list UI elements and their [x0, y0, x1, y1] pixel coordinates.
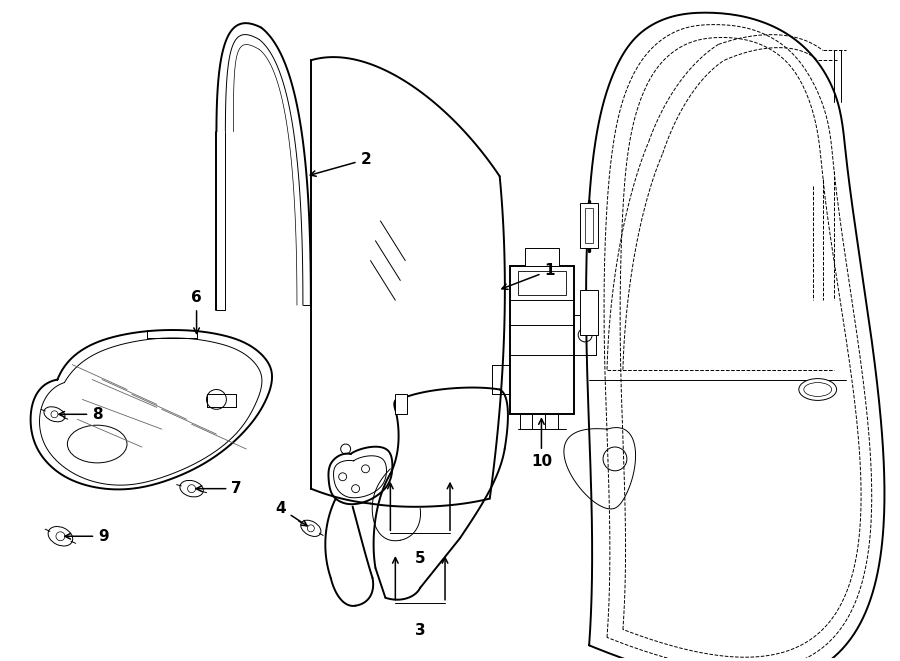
Bar — [585, 208, 593, 243]
Bar — [509, 266, 574, 414]
Ellipse shape — [799, 379, 837, 401]
Bar — [518, 270, 566, 295]
Ellipse shape — [804, 383, 832, 397]
Ellipse shape — [68, 425, 127, 463]
Text: 2: 2 — [310, 152, 372, 176]
Text: 10: 10 — [531, 419, 552, 469]
Ellipse shape — [48, 527, 73, 546]
Text: 4: 4 — [275, 501, 307, 526]
Ellipse shape — [301, 520, 321, 537]
Text: 8: 8 — [58, 407, 103, 422]
Text: 6: 6 — [191, 290, 202, 333]
Bar — [395, 395, 408, 414]
Text: 1: 1 — [502, 263, 555, 290]
Text: 9: 9 — [65, 529, 109, 544]
Ellipse shape — [180, 481, 203, 497]
Ellipse shape — [44, 407, 65, 422]
Text: 7: 7 — [196, 481, 242, 496]
Bar — [580, 203, 598, 248]
Text: 5: 5 — [415, 551, 426, 566]
Text: 3: 3 — [415, 623, 426, 637]
Bar — [580, 290, 598, 335]
Bar — [525, 248, 559, 266]
